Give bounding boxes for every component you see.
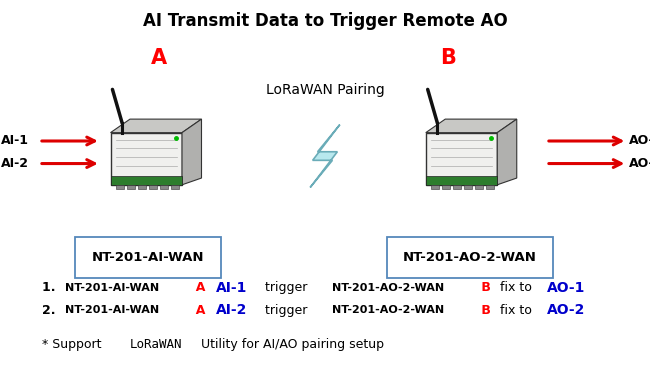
Text: NT-201-AO-2-WAN: NT-201-AO-2-WAN [403,251,536,264]
FancyBboxPatch shape [387,237,552,278]
Text: NT-201-AI-WAN: NT-201-AI-WAN [65,283,159,293]
Text: NT-201-AO-2-WAN: NT-201-AO-2-WAN [332,283,444,293]
Text: 2.: 2. [42,304,60,317]
Text: AO-2: AO-2 [547,303,585,317]
Polygon shape [111,119,202,133]
Polygon shape [486,185,494,190]
Polygon shape [431,185,439,190]
Polygon shape [111,133,182,185]
Text: A: A [187,281,209,294]
Polygon shape [310,124,340,188]
Text: 1.: 1. [42,281,60,294]
Text: trigger: trigger [257,304,315,317]
Text: A: A [187,304,209,317]
Text: B: B [476,304,495,317]
Polygon shape [116,185,124,190]
Text: B: B [441,48,456,68]
Text: LoRaWAN: LoRaWAN [129,338,182,350]
Polygon shape [475,185,483,190]
Text: NT-201-AI-WAN: NT-201-AI-WAN [92,251,204,264]
Text: * Support: * Support [42,338,110,350]
Polygon shape [127,185,135,190]
Text: NT-201-AI-WAN: NT-201-AI-WAN [65,305,159,315]
Text: B: B [476,281,495,294]
Polygon shape [497,119,517,185]
Text: AI-1: AI-1 [1,135,29,147]
Text: NT-201-AO-2-WAN: NT-201-AO-2-WAN [332,305,444,315]
Text: Utility for AI/AO pairing setup: Utility for AI/AO pairing setup [197,338,384,350]
Text: AI-2: AI-2 [216,303,248,317]
Text: AI Transmit Data to Trigger Remote AO: AI Transmit Data to Trigger Remote AO [142,12,508,30]
Text: AI-1: AI-1 [216,280,248,295]
Text: LoRaWAN Pairing: LoRaWAN Pairing [266,83,384,97]
Polygon shape [426,176,497,185]
Polygon shape [464,185,472,190]
Text: fix to: fix to [500,281,536,294]
Polygon shape [453,185,461,190]
Text: AO-1: AO-1 [629,135,650,147]
Text: AO-1: AO-1 [547,280,585,295]
Text: AO-2: AO-2 [629,157,650,170]
Polygon shape [160,185,168,190]
Text: AI-2: AI-2 [1,157,29,170]
Polygon shape [426,133,497,185]
Polygon shape [426,119,517,133]
Text: A: A [151,48,167,68]
Polygon shape [149,185,157,190]
Text: fix to: fix to [500,304,536,317]
Text: trigger: trigger [257,281,315,294]
Polygon shape [182,119,202,185]
Polygon shape [111,176,182,185]
FancyBboxPatch shape [75,237,221,278]
Polygon shape [171,185,179,190]
Polygon shape [138,185,146,190]
Polygon shape [442,185,450,190]
